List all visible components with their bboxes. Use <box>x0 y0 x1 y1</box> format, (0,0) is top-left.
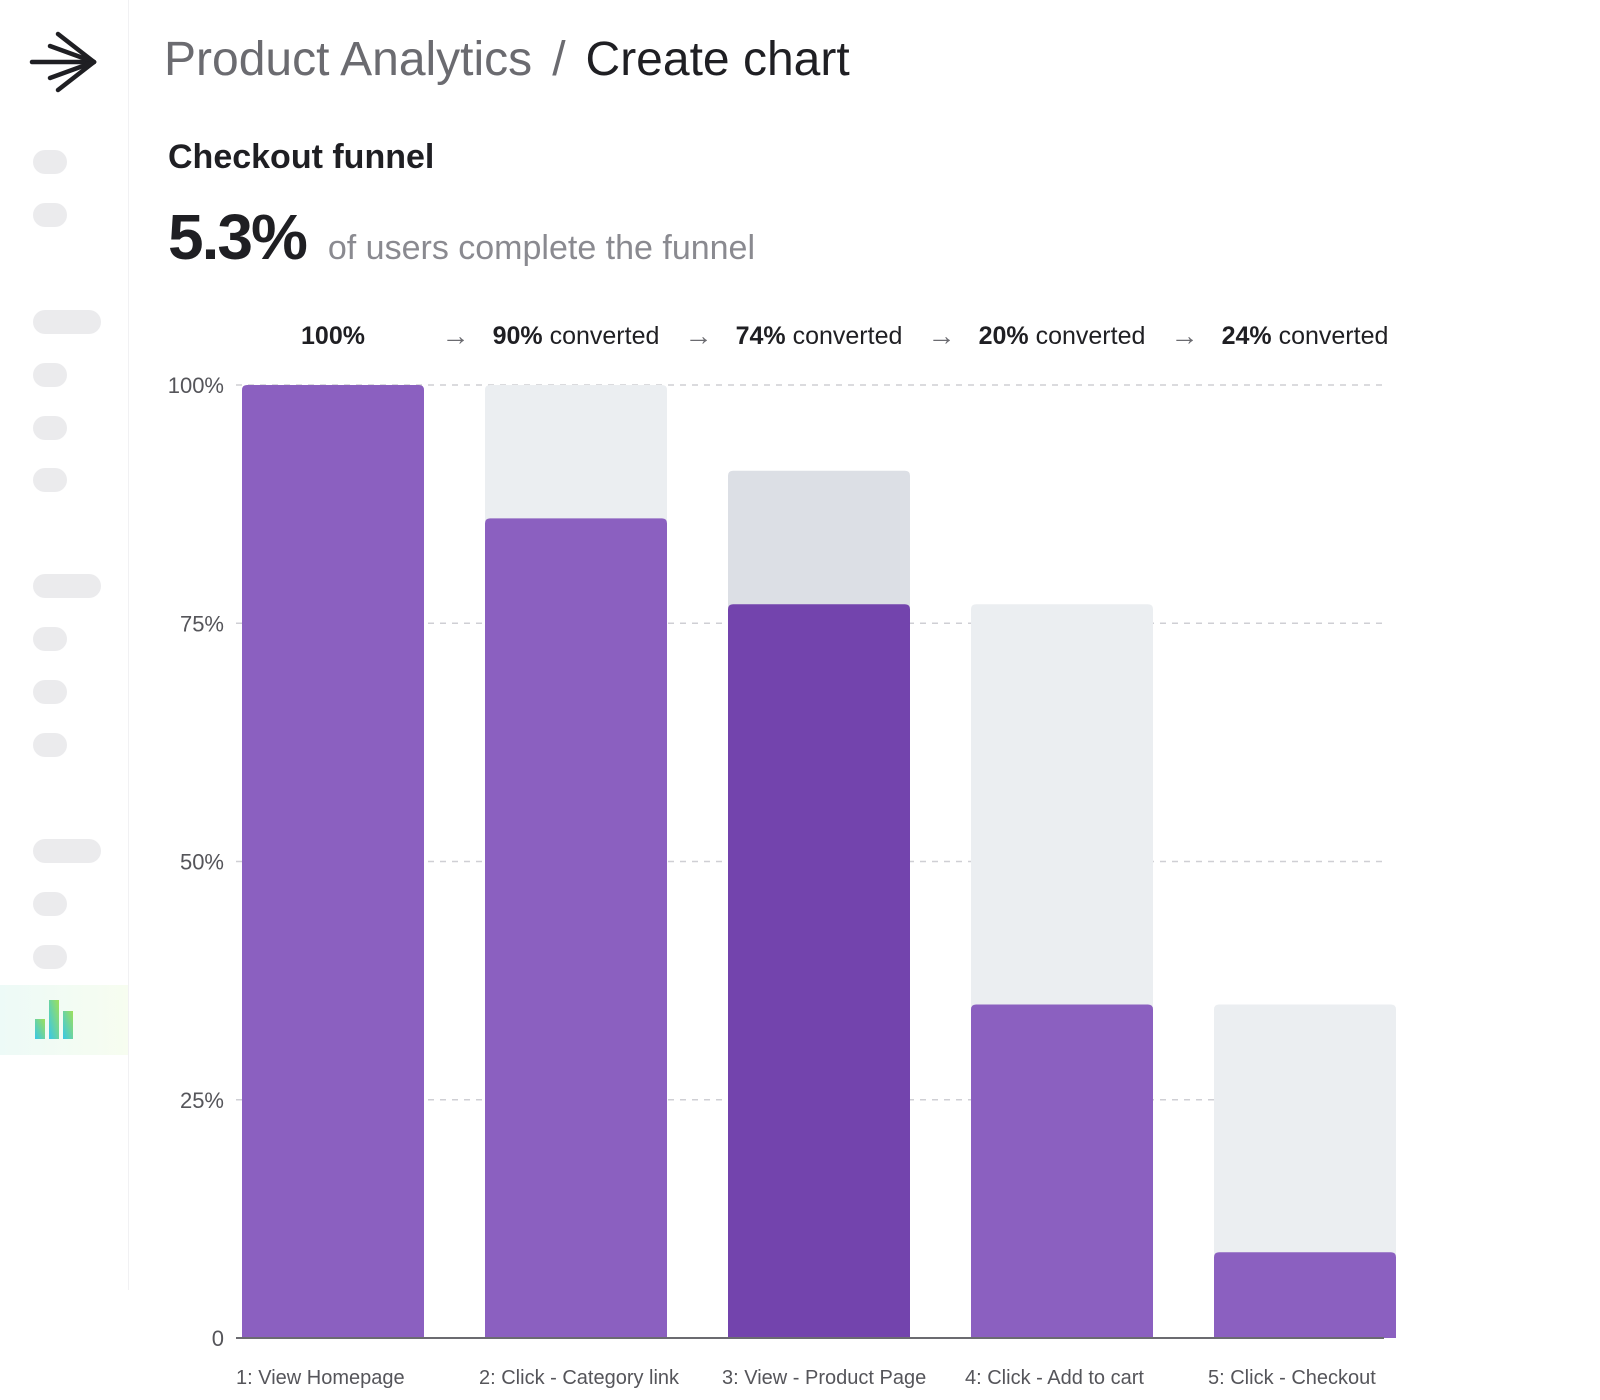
conversion-bar <box>242 385 424 1338</box>
bar-chart-icon <box>34 997 76 1041</box>
x-axis-tick-label: 4: Click - Add to cart <box>965 1367 1144 1389</box>
sidebar-item-placeholder[interactable] <box>33 892 67 916</box>
sidebar-item-product-analytics[interactable] <box>0 985 128 1055</box>
y-axis-tick-label: 0 <box>212 1326 224 1351</box>
sidebar-item-placeholder[interactable] <box>33 680 67 704</box>
funnel-summary: 5.3% of users complete the funnel <box>168 200 755 274</box>
step-arrow-icon: → <box>928 320 956 351</box>
conversion-rate-suffix: converted <box>1272 322 1389 350</box>
completion-rate: 5.3% <box>168 201 308 273</box>
x-axis-tick-label: 5: Click - Checkout <box>1208 1367 1376 1389</box>
y-axis-tick-label: 75% <box>180 611 224 636</box>
step-arrow-icon: → <box>442 320 470 351</box>
sidebar-item-placeholder[interactable] <box>33 203 67 227</box>
conversion-rate-suffix: converted <box>1029 322 1146 350</box>
sidebar-section-placeholder <box>33 310 101 334</box>
conversion-rate-value: 100% <box>301 322 365 350</box>
page-title: Create chart <box>585 33 850 86</box>
arrow-burst-icon[interactable] <box>28 28 100 100</box>
breadcrumb-separator: / <box>552 33 566 86</box>
x-axis-tick-label: 3: View - Product Page <box>722 1367 926 1389</box>
conversion-rate-suffix: converted <box>786 322 903 350</box>
sidebar <box>0 0 129 1290</box>
y-axis-tick-label: 25% <box>180 1088 224 1113</box>
sidebar-item-placeholder[interactable] <box>33 733 67 757</box>
y-axis-tick-label: 50% <box>180 850 224 875</box>
breadcrumb-parent-link[interactable]: Product Analytics <box>164 33 533 86</box>
chart-title: Checkout funnel <box>168 138 435 176</box>
sidebar-item-placeholder[interactable] <box>33 945 67 969</box>
conversion-rate-label: 100% <box>301 322 365 350</box>
completion-description: of users complete the funnel <box>327 229 756 267</box>
conversion-bar <box>728 604 910 1338</box>
step-arrow-icon: → <box>685 320 713 351</box>
x-axis-tick-label: 1: View Homepage <box>236 1367 405 1389</box>
conversion-bar <box>485 518 667 1338</box>
conversion-rate-value: 24% <box>1222 322 1272 350</box>
conversion-rate-label: 90% converted <box>493 322 660 350</box>
step-arrow-icon: → <box>1171 320 1199 351</box>
x-axis-tick-label: 2: Click - Category link <box>479 1367 680 1389</box>
conversion-rate-suffix: converted <box>543 322 660 350</box>
y-axis-tick-label: 100% <box>168 373 224 398</box>
sidebar-item-placeholder[interactable] <box>33 363 67 387</box>
sidebar-section-placeholder <box>33 574 101 598</box>
sidebar-section-placeholder <box>33 839 101 863</box>
sidebar-item-placeholder[interactable] <box>33 416 67 440</box>
conversion-rate-label: 20% converted <box>979 322 1146 350</box>
sidebar-item-placeholder[interactable] <box>33 150 67 174</box>
sidebar-item-placeholder[interactable] <box>33 627 67 651</box>
breadcrumb: Product Analytics / Create chart <box>164 30 850 90</box>
conversion-rate-value: 74% <box>736 322 786 350</box>
conversion-rate-label: 24% converted <box>1222 322 1389 350</box>
conversion-bar <box>971 1004 1153 1338</box>
conversion-rate-label: 74% converted <box>736 322 903 350</box>
conversion-bar <box>1214 1252 1396 1338</box>
conversion-rate-value: 20% <box>979 322 1029 350</box>
sidebar-item-placeholder[interactable] <box>33 468 67 492</box>
conversion-rate-value: 90% <box>493 322 543 350</box>
